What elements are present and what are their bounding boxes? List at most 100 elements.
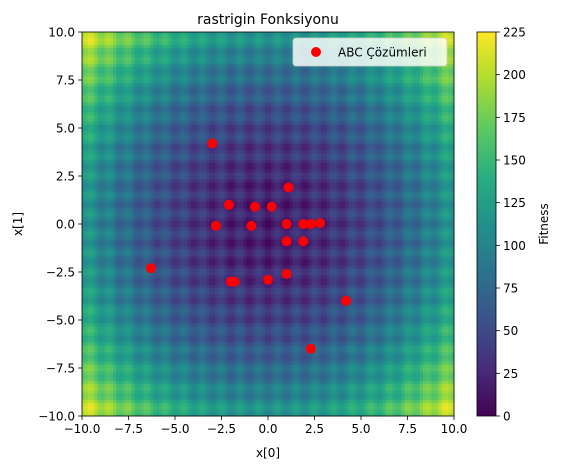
heatmap-cell (122, 236, 126, 241)
heatmap-cell (88, 96, 92, 100)
heatmap-cell (85, 281, 89, 286)
heatmap-cell (91, 153, 95, 158)
heatmap-cell (181, 409, 185, 414)
heatmap-cell (97, 188, 102, 193)
heatmap-cell (156, 355, 160, 359)
heatmap-cell (206, 220, 210, 225)
heatmap-cell (140, 32, 145, 36)
heatmap-cell (100, 102, 105, 107)
heatmap-cell (85, 86, 89, 91)
heatmap-cell (106, 115, 111, 119)
heatmap-cell (91, 380, 95, 385)
heatmap-cell (171, 345, 176, 350)
heatmap-cell (206, 412, 210, 417)
heatmap-cell (128, 160, 133, 164)
heatmap-cell (144, 192, 148, 196)
heatmap-cell (119, 384, 123, 388)
heatmap-cell (156, 380, 160, 385)
heatmap-cell (165, 316, 170, 321)
heatmap-cell (103, 131, 108, 135)
heatmap-cell (165, 220, 170, 225)
heatmap-cell (147, 364, 151, 369)
heatmap-cell (162, 332, 167, 337)
heatmap-cell (168, 300, 173, 305)
heatmap-cell (106, 160, 111, 164)
heatmap-cell (159, 112, 164, 116)
heatmap-cell (109, 163, 114, 167)
heatmap-cell (206, 147, 210, 151)
heatmap-cell (147, 96, 151, 100)
heatmap-cell (199, 182, 204, 187)
heatmap-cell (94, 233, 98, 238)
heatmap-cell (144, 348, 148, 353)
heatmap-cell (116, 256, 120, 260)
heatmap-cell (178, 137, 182, 142)
heatmap-cell (147, 89, 151, 94)
heatmap-cell (162, 51, 167, 55)
heatmap-cell (134, 118, 139, 123)
heatmap-cell (137, 179, 142, 183)
heatmap-cell (196, 51, 201, 55)
heatmap-cell (153, 211, 157, 215)
heatmap-cell (137, 406, 142, 411)
heatmap-cell (159, 214, 164, 219)
heatmap-cell (153, 316, 157, 321)
heatmap-cell (140, 115, 145, 119)
heatmap-cell (109, 291, 114, 295)
heatmap-cell (91, 105, 95, 110)
heatmap-cell (196, 387, 201, 391)
heatmap-cell (181, 310, 185, 315)
heatmap-cell (178, 316, 182, 321)
heatmap-cell (165, 246, 170, 251)
heatmap-cell (156, 108, 160, 113)
heatmap-cell (137, 361, 142, 366)
heatmap-cell (184, 83, 188, 87)
heatmap-cell (119, 339, 123, 343)
heatmap-cell (156, 70, 160, 75)
heatmap-cell (147, 80, 151, 84)
heatmap-cell (159, 108, 164, 113)
heatmap-cell (175, 102, 179, 107)
heatmap-cell (150, 393, 154, 398)
heatmap-cell (199, 406, 204, 411)
heatmap-cell (184, 307, 188, 311)
heatmap-cell (113, 364, 117, 369)
heatmap-cell (128, 364, 133, 369)
heatmap-cell (202, 384, 207, 388)
heatmap-cell (162, 48, 167, 52)
heatmap-cell (153, 80, 157, 84)
heatmap-cell (140, 240, 145, 244)
heatmap-cell (119, 54, 123, 59)
heatmap-cell (113, 172, 117, 177)
heatmap-cell (100, 41, 105, 46)
heatmap-cell (100, 380, 105, 385)
heatmap-cell (125, 323, 129, 327)
heatmap-cell (119, 332, 123, 337)
heatmap-cell (140, 108, 145, 113)
heatmap-cell (187, 32, 191, 36)
heatmap-cell (113, 70, 117, 75)
heatmap-cell (88, 76, 92, 81)
heatmap-cell (178, 384, 182, 388)
heatmap-cell (196, 390, 201, 395)
heatmap-cell (125, 195, 129, 199)
heatmap-cell (125, 336, 129, 340)
heatmap-cell (175, 288, 179, 292)
heatmap-cell (119, 118, 123, 123)
heatmap-cell (85, 217, 89, 222)
heatmap-cell (94, 99, 98, 103)
heatmap-cell (122, 304, 126, 308)
heatmap-cell (196, 41, 201, 46)
heatmap-cell (190, 246, 195, 251)
heatmap-cell (88, 377, 92, 382)
heatmap-cell (125, 89, 129, 94)
heatmap-cell (190, 185, 195, 190)
heatmap-cell (175, 230, 179, 235)
heatmap-cell (88, 185, 92, 190)
heatmap-cell (202, 374, 207, 379)
heatmap-cell (88, 73, 92, 78)
heatmap-cell (171, 121, 176, 126)
heatmap-cell (125, 364, 129, 369)
heatmap-cell (88, 380, 92, 385)
